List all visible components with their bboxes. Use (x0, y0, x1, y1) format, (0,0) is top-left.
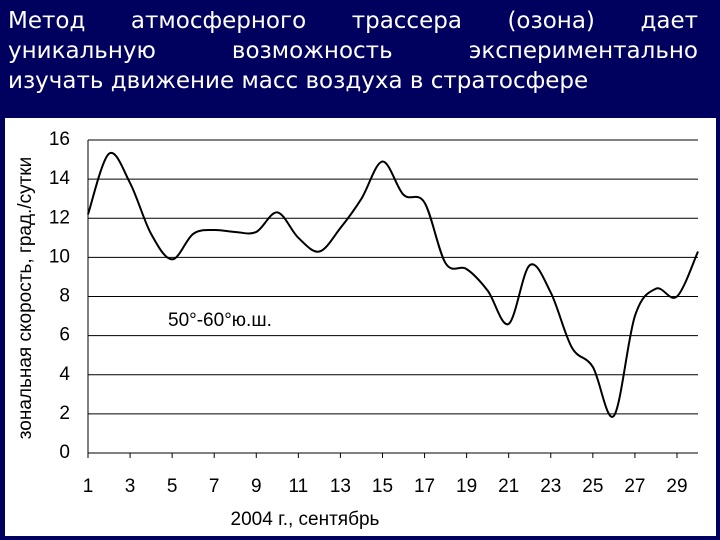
y-tick-label: 2 (59, 403, 70, 424)
x-tick-label: 23 (540, 476, 561, 497)
y-tick-label: 14 (49, 168, 71, 189)
x-tick-label: 9 (251, 476, 262, 497)
x-tick-label: 15 (372, 476, 393, 497)
annotation: 50°-60°ю.ш. (168, 310, 272, 331)
x-tick-label: 7 (209, 476, 220, 497)
x-tick-label: 13 (330, 476, 351, 497)
y-tick-label: 0 (59, 442, 70, 463)
y-tick-label: 4 (59, 364, 70, 385)
x-tick-label: 3 (125, 476, 136, 497)
y-tick-label: 12 (49, 207, 70, 228)
x-tick-label: 1 (83, 476, 94, 497)
title-line: Метод атмосферного трассера (озона) дает (8, 8, 698, 34)
x-tick-label: 25 (582, 476, 603, 497)
x-axis-label: 2004 г., сентябрь (231, 509, 380, 530)
x-tick-label: 29 (666, 476, 687, 497)
y-axis-label: зональная скорость, град./сутки (15, 157, 36, 439)
title-line: уникальную возможность экспериментально (8, 38, 698, 64)
x-tick-label: 17 (414, 476, 435, 497)
y-tick-label: 8 (59, 286, 70, 307)
x-tick-label: 27 (624, 476, 645, 497)
slide-title: Метод атмосферного трассера (озона) дает… (8, 6, 698, 96)
x-tick-label: 19 (456, 476, 477, 497)
data-line (87, 151, 699, 418)
x-tick-label: 5 (167, 476, 178, 497)
y-tick-label: 10 (49, 246, 70, 267)
x-tick-label: 11 (288, 476, 308, 497)
chart-panel (5, 118, 716, 536)
y-tick-label: 6 (59, 325, 70, 346)
y-tick-label: 16 (49, 129, 70, 150)
x-tick-label: 21 (498, 476, 519, 497)
title-line: изучать движение масс воздуха в стратосф… (8, 68, 589, 94)
